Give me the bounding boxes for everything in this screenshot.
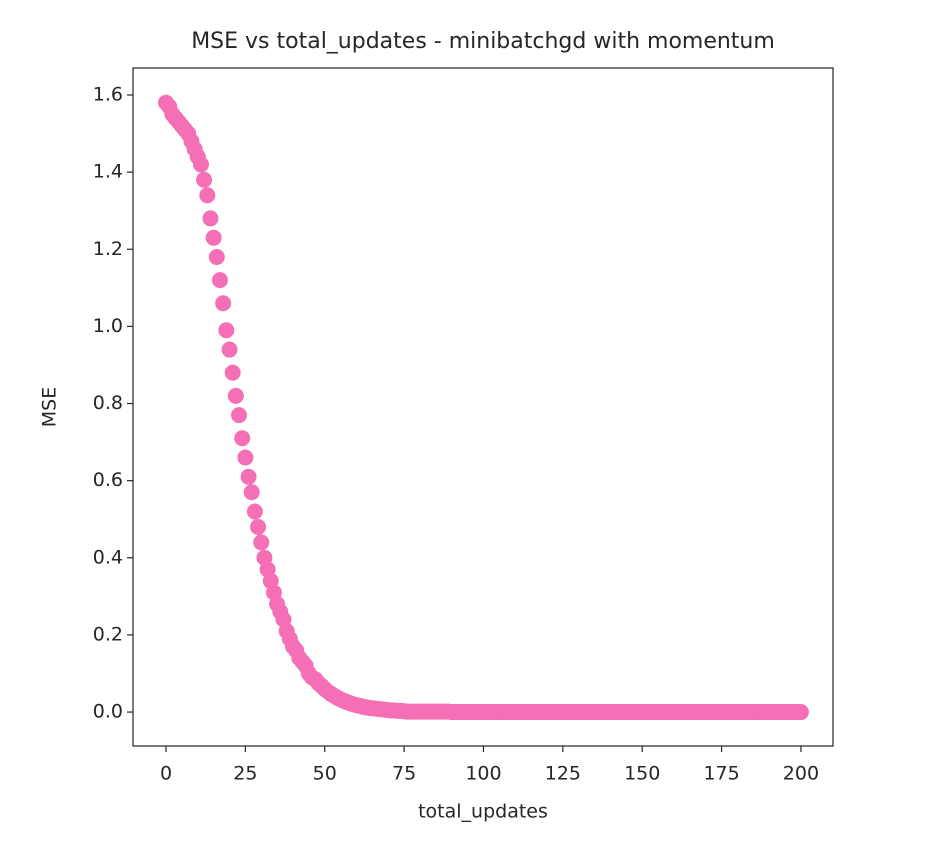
- x-tick-label: 25: [233, 763, 257, 785]
- y-axis-label: MSE: [39, 387, 61, 427]
- y-tick-label: 0.0: [93, 701, 123, 723]
- point: [237, 449, 254, 466]
- y-tick-label: 1.4: [93, 161, 123, 183]
- x-tick-label: 0: [160, 763, 172, 785]
- point: [224, 364, 241, 381]
- point: [211, 272, 228, 289]
- point: [246, 503, 263, 520]
- x-tick-label: 175: [703, 763, 739, 785]
- point: [253, 534, 270, 551]
- x-tick-label: 75: [392, 763, 416, 785]
- plot-frame: [132, 67, 834, 747]
- point: [218, 322, 235, 339]
- point: [227, 387, 244, 404]
- y-tick-label: 1.0: [93, 315, 123, 337]
- y-tick-label: 1.6: [93, 83, 123, 105]
- x-tick-label: 150: [624, 763, 660, 785]
- y-tick-label: 0.2: [93, 623, 123, 645]
- point: [243, 484, 260, 501]
- y-tick-label: 1.2: [93, 238, 123, 260]
- point: [231, 407, 248, 424]
- point: [196, 171, 213, 188]
- x-tick-label: 100: [465, 763, 501, 785]
- point: [199, 187, 216, 204]
- point: [250, 518, 267, 535]
- y-tick-label: 0.4: [93, 546, 123, 568]
- x-tick-label: 50: [313, 763, 337, 785]
- point: [221, 341, 238, 358]
- point: [205, 229, 222, 246]
- y-tick-label: 0.6: [93, 469, 123, 491]
- x-axis-label: total_updates: [418, 801, 548, 823]
- y-tick-label: 0.8: [93, 392, 123, 414]
- point: [208, 248, 225, 265]
- x-tick-label: 125: [545, 763, 581, 785]
- x-tick-label: 200: [783, 763, 819, 785]
- point: [234, 430, 251, 447]
- point: [192, 156, 209, 173]
- chart-title: MSE vs total_updates - minibatchgd with …: [191, 29, 775, 54]
- point: [215, 295, 232, 312]
- point: [240, 468, 257, 485]
- point: [202, 210, 219, 227]
- point: [792, 704, 809, 721]
